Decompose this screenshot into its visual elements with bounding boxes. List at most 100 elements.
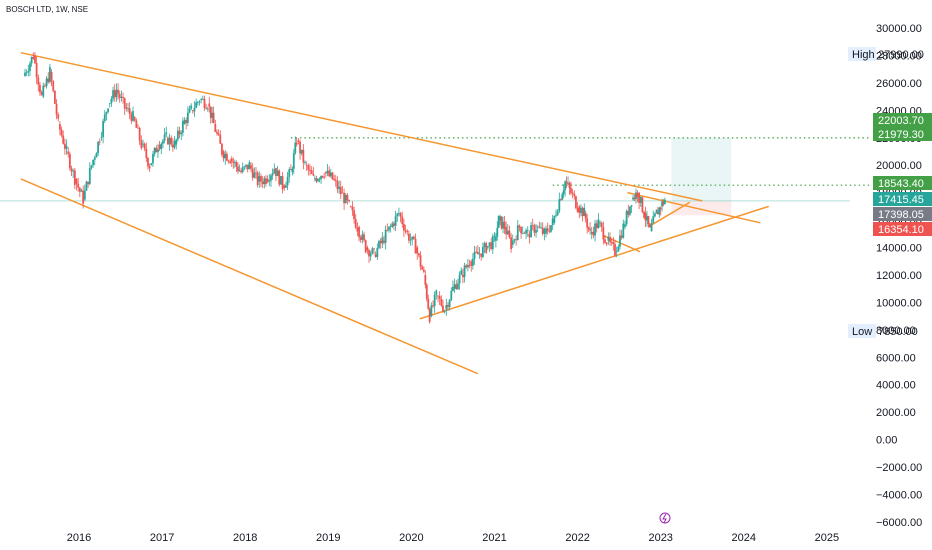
trendline-1 (20, 178, 479, 375)
high-value: 27990.00 (878, 49, 924, 61)
candle-body-230 (403, 224, 405, 231)
candle-body-97 (185, 119, 188, 123)
candle-body-280 (485, 243, 488, 253)
candle-body-318 (546, 228, 549, 232)
candle-body-42 (93, 157, 96, 160)
high-label: High (852, 49, 875, 61)
candle-body-122 (226, 153, 228, 161)
candle-body-137 (250, 165, 252, 169)
x-tick-label: 2018 (233, 532, 257, 544)
y-axis[interactable]: 30000.0028000.0026000.0024000.0022000.00… (876, 23, 922, 529)
candle-body-227 (398, 213, 400, 214)
candle-body-319 (548, 231, 551, 232)
candle-body-375 (638, 192, 640, 203)
candle-body-379 (644, 213, 647, 221)
candle-body-5 (32, 56, 35, 59)
candle-body-128 (235, 162, 238, 167)
x-axis[interactable]: 2016 2017 2018 2019 2020 2021 2022 2023 2024 2025 (67, 532, 839, 544)
candle-body-313 (538, 226, 541, 228)
candle-body-119 (221, 143, 223, 155)
candle-body-28 (70, 168, 73, 172)
candle-body-344 (587, 227, 590, 229)
candle-body-11 (42, 85, 45, 97)
candle-body-287 (496, 227, 499, 237)
candle-body-29 (72, 170, 75, 172)
candle-body-356 (607, 236, 610, 241)
y-tick-label: 30000.00 (876, 23, 922, 35)
candle-body-168 (300, 149, 303, 154)
candle-body-188 (333, 178, 336, 180)
candle-body-254 (442, 305, 444, 312)
candle-body-365 (622, 223, 625, 238)
candle-body-249 (433, 294, 436, 307)
candle-body-167 (299, 141, 301, 154)
candle-body-261 (453, 284, 456, 289)
candle-body-75 (148, 166, 151, 169)
candle-body-258 (448, 300, 451, 308)
candle-body-127 (233, 162, 236, 163)
candle-body-92 (176, 130, 179, 140)
candle-body-256 (445, 304, 448, 310)
candle-body-125 (230, 158, 233, 162)
candle-body-164 (294, 142, 297, 154)
candle-body-30 (73, 170, 76, 186)
y-tick-label: −6000.00 (876, 517, 922, 529)
candle-body-0 (24, 72, 26, 77)
candle-body-335 (573, 193, 576, 197)
candle-body-93 (178, 130, 181, 135)
y-tick-label: 26000.00 (876, 78, 922, 90)
candle-body-85 (165, 132, 168, 135)
candle-body-374 (636, 192, 639, 198)
price-badges: 22003.70 21979.30 18543.40 17415.45 17398.05… (848, 47, 932, 338)
candle-body-26 (67, 151, 70, 154)
candle-body-141 (256, 172, 259, 186)
candle-body-73 (145, 148, 148, 158)
candle-body-381 (647, 216, 650, 225)
candle-body-115 (214, 124, 217, 132)
candle-body-71 (142, 143, 144, 145)
candle-body-147 (266, 178, 269, 182)
candle-body-133 (243, 166, 246, 168)
candle-body-342 (584, 213, 587, 219)
low-label: Low (852, 326, 872, 338)
candle-body-320 (550, 225, 552, 232)
candle-body-386 (655, 209, 658, 214)
candle-body-36 (83, 190, 86, 200)
candle-body-185 (328, 170, 331, 177)
candle-body-78 (153, 147, 156, 154)
candle-body-19 (55, 103, 58, 115)
candle-body-345 (589, 228, 591, 231)
candle-body-195 (344, 194, 347, 204)
candle-body-324 (556, 211, 559, 216)
candle-body-243 (424, 274, 427, 285)
candle-body-263 (457, 283, 459, 290)
candle-body-87 (168, 137, 171, 145)
candle-body-112 (209, 106, 212, 118)
candle-body-148 (268, 180, 271, 182)
candle-body-110 (206, 108, 209, 110)
candle-body-296 (510, 237, 513, 250)
price-badge-5 (873, 222, 932, 236)
candle-body-104 (196, 101, 199, 103)
candle-body-291 (502, 221, 504, 229)
candle-body-105 (198, 101, 201, 103)
candle-body-385 (653, 213, 656, 217)
candle-body-80 (157, 149, 159, 153)
candle-body-298 (513, 239, 516, 241)
candle-body-214 (376, 247, 379, 257)
candle-body-328 (562, 189, 565, 195)
candle-body-352 (600, 222, 603, 227)
candle-body-183 (324, 172, 327, 174)
candle-body-238 (416, 247, 419, 254)
candle-body-336 (575, 196, 577, 209)
candle-body-376 (639, 197, 642, 203)
candle-body-286 (494, 236, 497, 241)
candle-body-260 (452, 286, 454, 291)
candle-body-114 (212, 112, 215, 124)
price-badge-3 (873, 192, 932, 206)
y-tick-label: −4000.00 (876, 489, 922, 501)
candle-body-391 (662, 201, 665, 205)
candle-body-47 (102, 121, 104, 137)
candle-body-226 (396, 213, 399, 217)
